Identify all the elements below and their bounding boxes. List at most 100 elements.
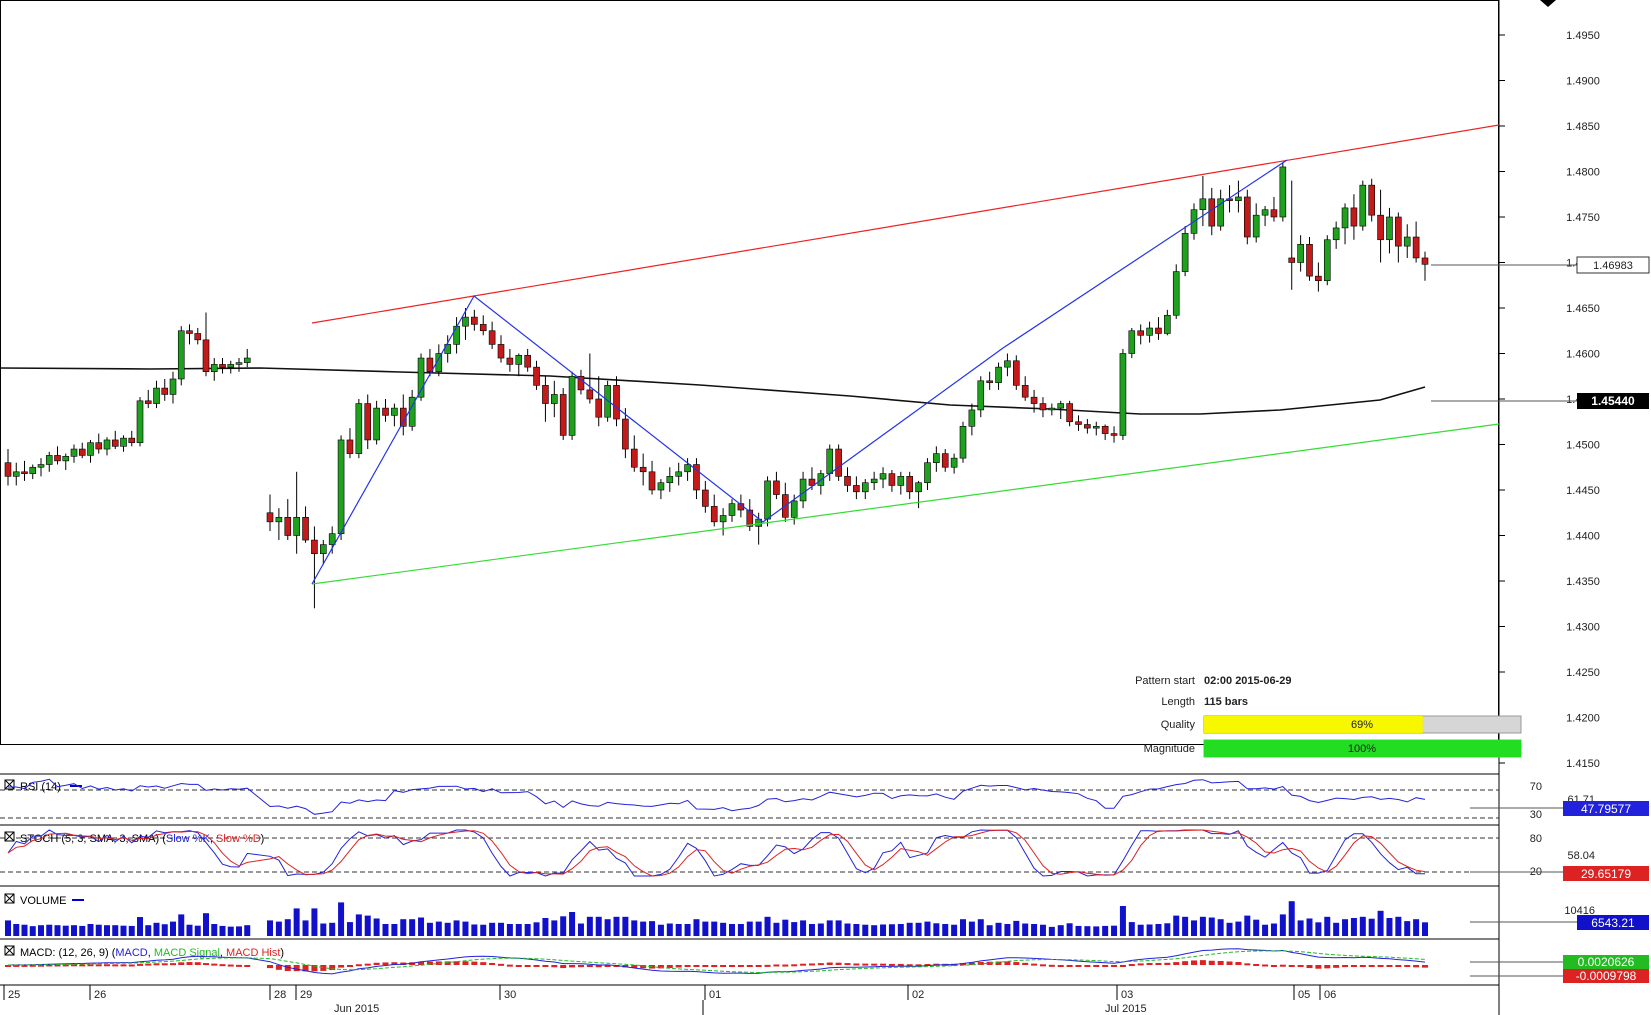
- price-tick-label: 1.4850: [1566, 121, 1600, 133]
- macd-hist-bar: [329, 965, 336, 971]
- candle: [1252, 203, 1260, 243]
- candle: [1235, 180, 1242, 213]
- candle-body: [391, 407, 398, 416]
- candle-body: [1013, 360, 1020, 386]
- stoch-d-line: [7, 829, 1426, 877]
- macd-hist-bar: [569, 965, 576, 968]
- volume-bar: [906, 922, 913, 936]
- macd-hist-bar: [631, 965, 638, 968]
- candle-body: [1306, 244, 1313, 277]
- candle: [684, 458, 691, 481]
- candle-body: [1137, 330, 1144, 336]
- candle-body: [1359, 184, 1367, 227]
- candle-body: [915, 482, 922, 493]
- macd-hist-bar: [137, 963, 143, 966]
- macd-hist-bar: [1199, 960, 1206, 965]
- candle: [773, 471, 780, 500]
- candle: [1039, 397, 1047, 418]
- volume-bar: [897, 924, 904, 936]
- volume-bar: [1279, 914, 1286, 936]
- macd-hist-bar: [862, 963, 869, 966]
- candle: [1368, 178, 1375, 222]
- volume-bar: [87, 924, 94, 936]
- volume-bar: [178, 914, 185, 936]
- macd-hist-bar: [38, 964, 44, 967]
- volume-bar: [355, 914, 362, 936]
- lower-channel-line: [311, 423, 1500, 585]
- macd-hist-label: MACD Hist: [226, 947, 280, 959]
- price-tick-label: 1.4250: [1566, 667, 1600, 679]
- price-tick-label: 1.4500: [1566, 440, 1600, 452]
- candle: [524, 348, 531, 372]
- macd-hist-bar: [194, 962, 201, 965]
- volume-bar: [1226, 922, 1233, 936]
- macd-hist-bar: [1208, 960, 1215, 965]
- candle: [995, 362, 1002, 390]
- candle-body: [844, 476, 851, 486]
- volume-bar: [1137, 924, 1144, 936]
- volume-bar: [38, 925, 44, 936]
- volume-bar: [29, 926, 36, 936]
- macd-hist-bar: [1404, 965, 1411, 967]
- macd-hist-bar: [13, 964, 20, 967]
- macd-hist-bar: [755, 965, 762, 967]
- macd-hist-bar: [746, 965, 753, 967]
- chart-menu-icon[interactable]: [1540, 0, 1556, 7]
- candle-body: [710, 506, 718, 523]
- svg-text:MACD: (12, 26, 9) (MACD, MACD: MACD: (12, 26, 9) (MACD, MACD Signal, MA…: [20, 947, 284, 959]
- volume-bar: [942, 924, 949, 936]
- macd-value-pos: 0.0020626: [1578, 955, 1635, 969]
- volume-bar: [1350, 918, 1357, 936]
- candle: [710, 494, 718, 527]
- macd-hist-bar: [46, 964, 53, 967]
- candle-body: [1128, 330, 1136, 354]
- ma-price-box: [1577, 393, 1649, 409]
- candle-body: [1412, 236, 1420, 259]
- month-label: Jun 2015: [334, 1003, 379, 1015]
- macd-hist-bar: [693, 965, 700, 967]
- candle: [1386, 207, 1393, 254]
- candle-body: [1279, 166, 1287, 218]
- macd-hist-bar: [640, 965, 647, 969]
- candle-body: [799, 478, 807, 502]
- candle: [1092, 421, 1100, 436]
- volume-bar: [418, 917, 425, 936]
- candle: [186, 324, 193, 345]
- macd-hist-bar: [1377, 965, 1384, 967]
- candle-body: [1341, 207, 1349, 229]
- candle: [551, 380, 558, 418]
- candle: [29, 464, 37, 480]
- candle: [320, 540, 327, 565]
- macd-hist-bar: [1173, 962, 1180, 965]
- macd-hist-bar: [773, 964, 780, 967]
- volume-bar: [1182, 916, 1189, 936]
- volume-bar: [275, 921, 282, 936]
- rsi-line: [8, 778, 1426, 815]
- volume-bar: [755, 921, 762, 936]
- macd-hist-bar: [338, 965, 345, 968]
- candle-body: [1030, 396, 1038, 404]
- upper-channel-line: [311, 124, 1500, 324]
- candle: [1155, 317, 1162, 340]
- volume-bar: [880, 924, 887, 936]
- candle-body: [524, 355, 531, 368]
- candle-body: [128, 437, 136, 443]
- macd-hist-bar: [1226, 961, 1233, 965]
- volume-bar: [128, 925, 135, 936]
- candle-body: [1421, 257, 1429, 265]
- volume-bar: [1404, 921, 1411, 936]
- candle-body: [120, 437, 127, 447]
- candle: [595, 376, 603, 427]
- candle: [275, 508, 283, 541]
- volume-bar: [1048, 926, 1055, 936]
- time-label: 26: [94, 989, 106, 1001]
- price-tick-label: 1.4950: [1566, 30, 1600, 42]
- volume-bar: [1164, 923, 1171, 936]
- ma-price-label: 1.45440: [1591, 394, 1635, 408]
- candle: [87, 439, 94, 463]
- candle-body: [630, 448, 638, 468]
- macd-hist-bar: [178, 962, 185, 965]
- volume-bar: [489, 922, 496, 936]
- candle: [1199, 176, 1207, 227]
- volume-bar: [871, 925, 878, 936]
